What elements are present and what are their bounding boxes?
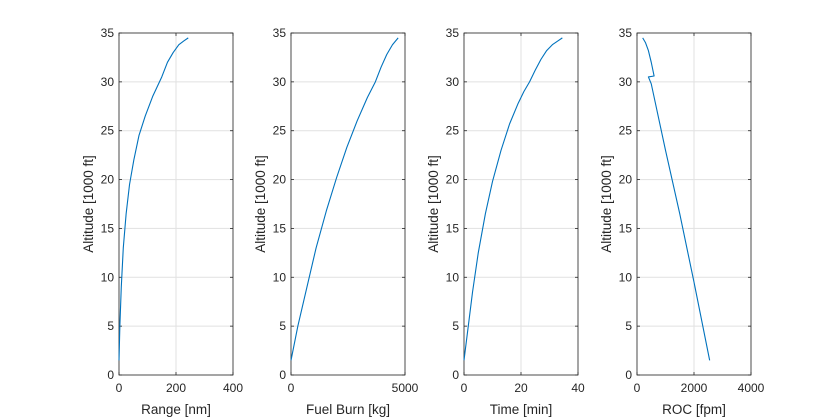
x-axis-label: Range [nm] — [141, 402, 211, 417]
series-line — [642, 37, 711, 361]
y-tick-label: 35 — [101, 26, 115, 40]
x-tick-label: 0 — [461, 381, 468, 395]
y-tick-label: 10 — [273, 270, 287, 284]
y-tick-label: 5 — [452, 319, 459, 333]
y-tick-label: 25 — [101, 124, 115, 138]
x-tick-label: 5000 — [392, 381, 419, 395]
x-axis-label: Time [min] — [490, 402, 553, 417]
y-tick-label: 30 — [273, 75, 287, 89]
x-tick-label: 400 — [223, 381, 243, 395]
subplot-4: 0 2000 4000 0 5 10 15 20 25 30 35 ROC [fpm] Altitude… — [599, 26, 765, 417]
series-line — [290, 37, 399, 361]
y-tick-label: 0 — [279, 368, 286, 382]
x-tick-label: 200 — [166, 381, 186, 395]
y-tick-label: 15 — [101, 221, 115, 235]
y-tick-label: 25 — [273, 124, 287, 138]
y-tick-label: 10 — [446, 270, 460, 284]
y-axis-label: Altitude [1000 ft] — [81, 155, 96, 253]
x-tick-label: 20 — [514, 381, 528, 395]
y-tick-label: 25 — [446, 124, 460, 138]
y-tick-label: 35 — [273, 26, 287, 40]
x-axis-label: ROC [fpm] — [662, 402, 726, 417]
y-tick-label: 5 — [625, 319, 632, 333]
y-axis-label: Altitude [1000 ft] — [253, 155, 268, 253]
y-tick-label: 20 — [273, 173, 287, 187]
subplot-2: 0 5000 0 5 10 15 20 25 30 35 Fuel Burn [kg] Altitud… — [253, 26, 419, 417]
series-line — [118, 37, 189, 361]
y-tick-label: 20 — [101, 173, 115, 187]
y-tick-label: 20 — [619, 173, 633, 187]
y-tick-label: 15 — [273, 221, 287, 235]
y-tick-label: 10 — [101, 270, 115, 284]
y-tick-label: 15 — [446, 221, 460, 235]
y-axis-label: Altitude [1000 ft] — [599, 155, 614, 253]
series-line — [463, 37, 563, 361]
x-tick-label: 40 — [571, 381, 585, 395]
x-tick-label: 0 — [116, 381, 123, 395]
subplot-3: 0 20 40 0 5 10 15 20 25 30 35 Time [min] Altitude [1… — [426, 26, 585, 417]
y-tick-label: 30 — [446, 75, 460, 89]
x-axis-label: Fuel Burn [kg] — [306, 402, 390, 417]
x-tick-label: 2000 — [681, 381, 708, 395]
x-tick-label: 0 — [634, 381, 641, 395]
y-axis-label: Altitude [1000 ft] — [426, 155, 441, 253]
y-tick-label: 5 — [279, 319, 286, 333]
y-tick-label: 10 — [619, 270, 633, 284]
y-tick-label: 5 — [107, 319, 114, 333]
x-tick-label: 0 — [288, 381, 295, 395]
subplot-1: 0 200 400 0 5 10 15 20 25 30 35 Range [nm] Altitude … — [81, 26, 243, 417]
y-tick-label: 30 — [101, 75, 115, 89]
axes-frame — [290, 32, 406, 376]
y-tick-label: 15 — [619, 221, 633, 235]
x-tick-label: 4000 — [738, 381, 765, 395]
y-tick-label: 30 — [619, 75, 633, 89]
y-tick-label: 35 — [446, 26, 460, 40]
y-tick-label: 0 — [625, 368, 632, 382]
y-tick-label: 0 — [452, 368, 459, 382]
y-tick-label: 25 — [619, 124, 633, 138]
y-tick-label: 20 — [446, 173, 460, 187]
y-tick-label: 0 — [107, 368, 114, 382]
y-tick-label: 35 — [619, 26, 633, 40]
